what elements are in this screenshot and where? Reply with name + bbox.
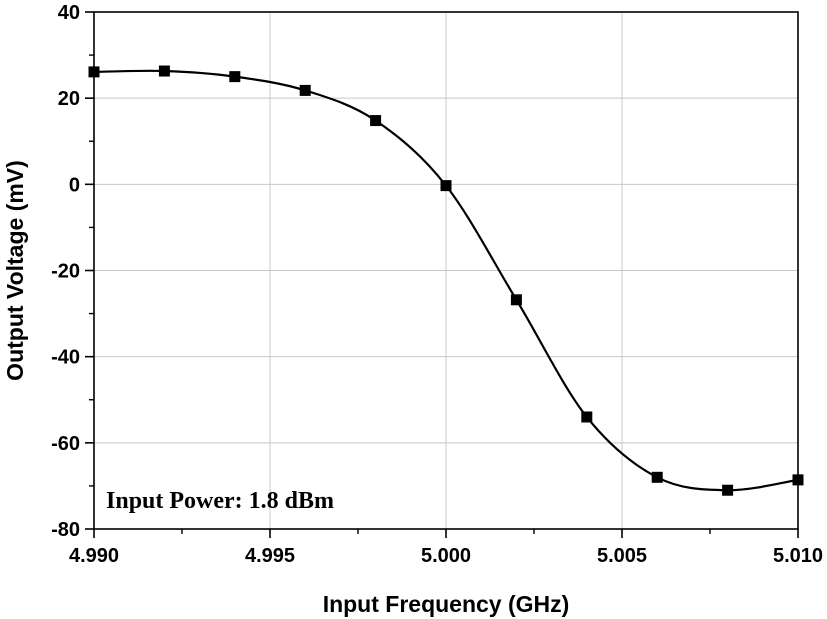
data-point-marker	[229, 71, 241, 83]
data-point-marker	[299, 84, 311, 96]
y-axis-title: Output Voltage (mV)	[2, 160, 28, 381]
grid-lines	[93, 11, 799, 530]
x-tick-label: 5.005	[597, 545, 647, 567]
data-point-marker	[792, 474, 804, 486]
y-tick-label: -60	[51, 433, 80, 455]
data-point-marker	[88, 66, 100, 78]
y-tick-label: 40	[58, 2, 80, 24]
data-markers	[88, 65, 804, 496]
x-tick-label: 5.000	[421, 545, 471, 567]
x-tick-label: 5.010	[773, 545, 823, 567]
y-tick-label: -20	[51, 261, 80, 283]
data-point-marker	[158, 65, 170, 77]
data-point-marker	[370, 115, 382, 127]
minor-ticks	[85, 11, 799, 538]
data-point-marker	[722, 484, 734, 496]
annotation-input-power: Input Power: 1.8 dBm	[106, 488, 334, 514]
data-point-marker	[440, 180, 452, 192]
x-tick-label: 4.990	[69, 545, 119, 567]
y-tick-label: -80	[51, 519, 80, 541]
y-tick-label: -40	[51, 347, 80, 369]
series-line	[93, 69, 799, 492]
y-tick-labels: 40 20 0 -20 -40 -60 -80	[51, 2, 80, 541]
data-point-marker	[651, 471, 663, 483]
data-point-marker	[581, 411, 593, 423]
x-tick-label: 4.995	[245, 545, 295, 567]
x-tick-labels: 4.990 4.995 5.000 5.005 5.010	[69, 545, 823, 567]
data-point-marker	[510, 294, 522, 306]
y-tick-label: 20	[58, 88, 80, 110]
y-tick-label: 0	[69, 174, 80, 196]
x-axis-title: Input Frequency (GHz)	[323, 591, 570, 617]
